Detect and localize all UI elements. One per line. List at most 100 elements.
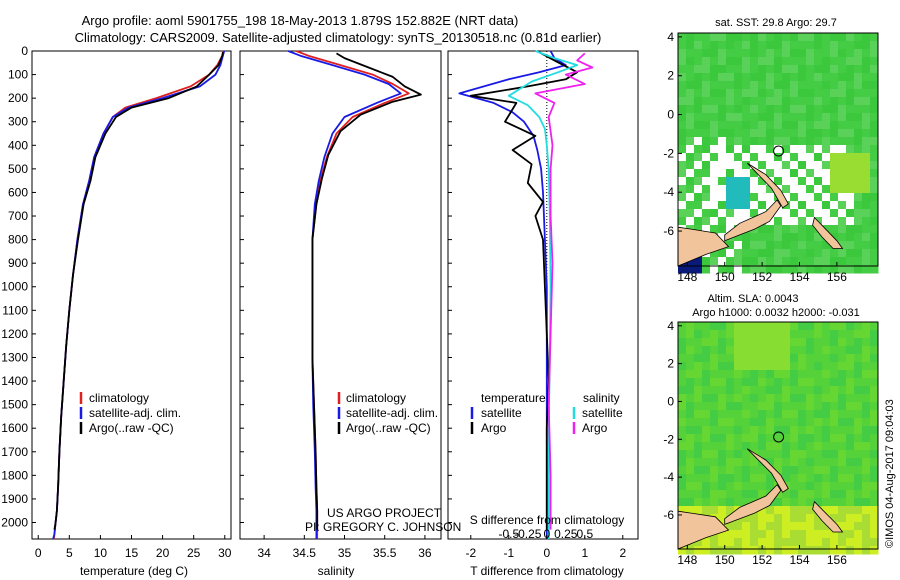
map-cell [742, 153, 751, 162]
map-cell [830, 97, 839, 106]
map-cell [814, 73, 823, 82]
map-cell [798, 177, 807, 186]
map-cell [862, 426, 871, 435]
map-cell [862, 490, 871, 499]
map-cell [702, 394, 711, 403]
map-cell [742, 546, 751, 555]
map-cell [686, 201, 695, 210]
map-cell [734, 33, 743, 42]
map-cell [750, 354, 759, 363]
map-cell [726, 265, 735, 274]
map-cell [814, 33, 823, 42]
map-cell [806, 442, 815, 451]
map-cell [870, 113, 879, 122]
map-cell [838, 257, 847, 266]
map-cell [726, 522, 735, 531]
map-cell [702, 506, 711, 515]
map-cell [870, 522, 879, 531]
x-tick-label: 2 [619, 546, 626, 560]
map-cell [766, 225, 775, 234]
map-cell [702, 434, 711, 443]
map-cell [854, 89, 863, 98]
map-cell [758, 153, 767, 162]
map-cell [822, 538, 831, 547]
map-cell [846, 225, 855, 234]
map-cell [758, 378, 767, 387]
map-cell [678, 394, 687, 403]
map-cell [830, 378, 839, 387]
map-cell [862, 241, 871, 250]
map-cell [694, 73, 703, 82]
map-cell [766, 73, 775, 82]
map-cell [766, 33, 775, 42]
map-cell [822, 482, 831, 491]
map-cell [710, 546, 719, 555]
map-cell [766, 418, 775, 427]
map-cell [782, 33, 791, 42]
map-cell [758, 538, 767, 547]
map-cell [686, 386, 695, 395]
map-cell [694, 177, 703, 186]
map-cell [806, 506, 815, 515]
map-cell [822, 185, 831, 194]
map-cell [798, 225, 807, 234]
map-cell [742, 474, 751, 483]
map-cell [726, 450, 735, 459]
map-cell [798, 153, 807, 162]
map-cell [870, 201, 879, 210]
map-cell [838, 201, 847, 210]
map-cell [774, 354, 783, 363]
map-y-tick-label: 4 [667, 319, 674, 333]
map-cell [822, 161, 831, 170]
map-cell [790, 257, 799, 266]
map-cell [710, 402, 719, 411]
map-cell [798, 546, 807, 555]
map-cell [838, 522, 847, 531]
map-cell [774, 322, 783, 331]
map-cell [798, 330, 807, 339]
map-cell [734, 105, 743, 114]
map-cell [742, 193, 751, 202]
map-cell [806, 49, 815, 58]
map-cell [678, 129, 687, 138]
map-cell [750, 546, 759, 555]
map-cell [806, 386, 815, 395]
map-cell [686, 105, 695, 114]
map-cell [846, 482, 855, 491]
map-cell [750, 73, 759, 82]
map-cell [854, 161, 863, 170]
map-cell [806, 241, 815, 250]
map-cell [694, 386, 703, 395]
map-cell [734, 378, 743, 387]
map-cell [742, 249, 751, 258]
map-cell [686, 418, 695, 427]
map-cell [710, 338, 719, 347]
map-cell [758, 426, 767, 435]
map-cell [702, 41, 711, 50]
map-cell [806, 233, 815, 242]
map-cell [806, 193, 815, 202]
map-cell [782, 378, 791, 387]
map-cell [694, 354, 703, 363]
map-cell [862, 466, 871, 475]
map-cell [862, 65, 871, 74]
map-cell [822, 394, 831, 403]
depth-tick-label: 400 [8, 138, 28, 152]
map-cell [726, 338, 735, 347]
map-cell [678, 322, 687, 331]
map-cell [790, 137, 799, 146]
map-cell [870, 177, 879, 186]
map-cell [838, 49, 847, 58]
figure-title-line2: Climatology: CARS2009. Satellite-adjuste… [75, 30, 602, 45]
map-cell [694, 378, 703, 387]
map-cell [822, 490, 831, 499]
map-cell [718, 161, 727, 170]
map-cell [766, 233, 775, 242]
map-cell [862, 386, 871, 395]
map-cell [702, 474, 711, 483]
map-cell [750, 57, 759, 66]
map-cell [726, 498, 735, 507]
map-cell [686, 217, 695, 226]
map-cell [742, 113, 751, 122]
map-cell [782, 185, 791, 194]
